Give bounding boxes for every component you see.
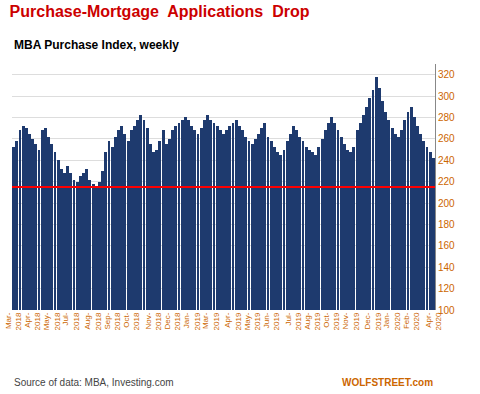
svg-text:Feb-2020: Feb-2020 [402, 312, 421, 330]
svg-text:Jan-2019: Jan-2019 [182, 312, 201, 330]
svg-text:Dec-2019: Dec-2019 [363, 312, 382, 330]
svg-text:Oct-2018: Oct-2018 [122, 312, 141, 330]
svg-text:Jun-2019: Jun-2019 [262, 312, 281, 330]
svg-text:Source of data: MBA, Investing: Source of data: MBA, Investing.com [14, 377, 174, 388]
svg-text:Dec-2018: Dec-2018 [163, 312, 182, 330]
svg-text:May-2019: May-2019 [243, 312, 262, 330]
svg-text:300: 300 [438, 91, 455, 102]
svg-text:Mar-2018: Mar-2018 [4, 312, 23, 330]
svg-text:May-2018: May-2018 [42, 312, 61, 330]
svg-text:220: 220 [438, 176, 455, 187]
svg-text:260: 260 [438, 133, 455, 144]
svg-text:WOLFSTREET.com: WOLFSTREET.com [342, 377, 433, 388]
svg-text:100: 100 [438, 305, 455, 316]
svg-text:Apr-2019: Apr-2019 [223, 312, 242, 330]
svg-text:Aug-2018: Aug-2018 [84, 312, 103, 330]
svg-text:MBA Purchase Index, weekly: MBA Purchase Index, weekly [14, 38, 179, 52]
svg-text:140: 140 [438, 262, 455, 273]
svg-text:280: 280 [438, 112, 455, 123]
svg-text:180: 180 [438, 219, 455, 230]
svg-text:320: 320 [438, 69, 455, 80]
svg-text:120: 120 [438, 283, 455, 294]
svg-text:Nov-2018: Nov-2018 [144, 312, 163, 330]
svg-text:Mar-2019: Mar-2019 [201, 312, 220, 330]
svg-text:Jul-2018: Jul-2018 [61, 312, 80, 330]
svg-text:160: 160 [438, 240, 455, 251]
svg-text:Apr-2020: Apr-2020 [424, 312, 443, 330]
svg-text:Jan-2020: Jan-2020 [382, 312, 401, 330]
svg-text:200: 200 [438, 198, 455, 209]
svg-text:Aug-2019: Aug-2019 [303, 312, 322, 330]
svg-text:240: 240 [438, 155, 455, 166]
svg-text:Sep-2018: Sep-2018 [103, 312, 122, 330]
svg-text:Jul-2019: Jul-2019 [284, 312, 303, 330]
svg-text:Apr-2018: Apr-2018 [23, 312, 42, 330]
svg-text:Oct-2019: Oct-2019 [322, 312, 341, 330]
svg-text:Purchase-Mortgage Application: Purchase-Mortgage Applications Drop [10, 3, 310, 20]
svg-text:Nov-2019: Nov-2019 [341, 312, 360, 330]
